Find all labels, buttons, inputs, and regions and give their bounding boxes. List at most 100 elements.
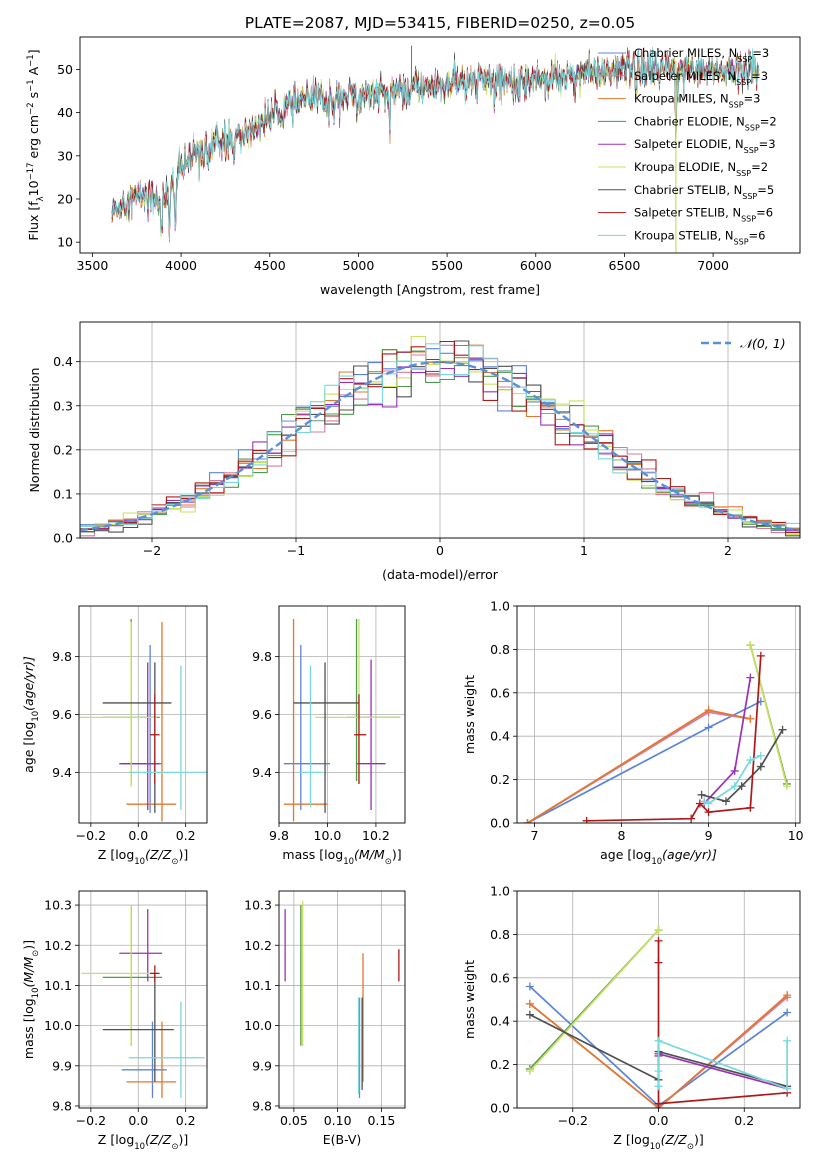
y-tick-label: 30: [57, 148, 73, 163]
y-tick-label: 0.8: [490, 927, 510, 942]
y-tick-label: 0.1: [53, 486, 73, 501]
weight-marker: [746, 673, 755, 682]
y-tick-label: 10.0: [244, 1018, 272, 1033]
x-tick-label: 2: [724, 543, 732, 558]
x-tick-label: 10: [788, 828, 804, 843]
plot-area: [111, 45, 760, 253]
plot-area: [283, 619, 401, 822]
x-tick-label: 0.0: [128, 828, 148, 843]
y-tick-label: 0.2: [53, 442, 73, 457]
x-tick-label: 6000: [520, 258, 552, 273]
weight-line-kroupa-elodie: [749, 644, 788, 787]
x-tick-label: 10.2: [362, 828, 390, 843]
axes-frame: [78, 890, 208, 1109]
plot-area: [80, 335, 800, 538]
y-tick-label: 9.9: [252, 1058, 272, 1073]
weight-marker: [697, 790, 706, 799]
weight-marker: [746, 641, 755, 650]
y-tick-label: 10: [57, 235, 73, 250]
y-tick-label: 9.8: [252, 1098, 272, 1113]
spectrum-line-kroupa-stelib: [111, 46, 760, 240]
weight-marker: [687, 814, 696, 823]
x-tick-label: 7: [530, 828, 538, 843]
x-tick-label: 4000: [165, 258, 197, 273]
axes-frame: [278, 605, 406, 824]
weight-marker: [654, 926, 663, 935]
weight-marker: [756, 762, 765, 771]
y-tick-label: 1.0: [490, 599, 510, 614]
weight-marker: [523, 819, 532, 823]
weight-marker: [746, 803, 755, 812]
y-tick-label: 50: [57, 62, 73, 77]
x-axis-label: mass [log10(M/M⊙)]: [282, 847, 401, 867]
weight-marker: [525, 982, 534, 991]
axes-frame: [79, 321, 801, 539]
weight-line-salpeter-stelib: [586, 655, 762, 822]
weight-marker: [746, 756, 755, 765]
weight-marker: [730, 766, 739, 775]
x-axis-label: Z [log10(Z/Z⊙)]: [98, 847, 188, 867]
x-tick-label: −0.2: [558, 1113, 588, 1128]
y-tick-label: 0.3: [53, 398, 73, 413]
weight-marker: [695, 799, 704, 808]
y-tick-label: 9.8: [252, 649, 272, 664]
y-tick-label: 0.2: [490, 1057, 510, 1072]
x-tick-label: 8: [618, 828, 626, 843]
x-tick-label: 0.2: [734, 1113, 754, 1128]
legend-entry: Kroupa STELIB, NSSP=6: [634, 228, 765, 246]
weight-marker: [654, 1036, 663, 1045]
weight-line-salpeter-miles: [526, 711, 751, 823]
x-tick-label: 6500: [609, 258, 641, 273]
weight-vs-age-panel: 7 8 9 10 0.0 0.2 0.4 0.6 0.8 1.0 age [log10(age/yr…: [462, 599, 804, 868]
weight-marker: [783, 1084, 792, 1093]
y-tick-label: 9.4: [252, 765, 272, 780]
weight-marker: [782, 782, 791, 791]
y-tick-label: 0.2: [490, 772, 510, 787]
weight-marker: [756, 651, 765, 660]
age-vs-metallicity-panel: −0.2 0.0 0.2 9.4 9.6 9.8 Z [log10(Z/Z⊙)] age [l…: [21, 605, 208, 867]
weight-marker: [783, 1036, 792, 1045]
y-tick-label: 9.6: [252, 707, 272, 722]
y-axis-label: mass [log10(M/M⊙)]: [21, 940, 41, 1059]
plot-area: [79, 619, 207, 822]
weight-marker: [783, 991, 792, 1000]
weight-marker: [746, 714, 755, 723]
weight-marker: [756, 751, 765, 760]
legend-entry: Kroupa MILES, NSSP=3: [634, 92, 760, 110]
weight-marker: [654, 936, 663, 945]
weight-vs-metallicity-panel: −0.2 0.0 0.2 0.0 0.2 0.4 0.6 0.8 1.0 Z [log10(Z/Z…: [462, 884, 801, 1152]
x-tick-label: −0.2: [76, 1113, 106, 1128]
x-tick-label: 0.15: [367, 1113, 395, 1128]
spectrum-panel: 3500 4000 4500 5000 5500 6000 6500 7000 10 20 30 40…: [26, 36, 801, 297]
y-axis-label: age [log10(age/yr)]: [21, 656, 41, 773]
axes-frame: [278, 890, 406, 1109]
weight-marker: [654, 1099, 663, 1108]
weight-marker: [721, 797, 730, 806]
plot-area: [81, 905, 205, 1098]
y-tick-label: 20: [57, 192, 73, 207]
legend-entry: Salpeter MILES, NSSP=3: [634, 69, 768, 87]
weight-marker: [704, 723, 713, 732]
legend-entry: Salpeter ELODIE, NSSP=3: [634, 137, 776, 155]
legend-entry: 𝒩(0, 1): [740, 336, 786, 351]
x-tick-label: −2: [143, 543, 161, 558]
x-tick-label: 9: [705, 828, 713, 843]
x-tick-label: 0.0: [128, 1113, 148, 1128]
y-tick-label: 0.6: [490, 970, 510, 985]
x-tick-label: 9.8: [269, 828, 289, 843]
y-tick-label: 0.6: [490, 685, 510, 700]
weight-marker: [654, 1082, 663, 1091]
weight-line-kroupa-miles: [529, 994, 788, 1108]
y-tick-label: 0.8: [490, 642, 510, 657]
x-tick-label: 0.0: [649, 1113, 669, 1128]
legend-entry: Chabrier ELODIE, NSSP=2: [634, 114, 777, 131]
weight-marker: [783, 1008, 792, 1017]
weight-marker: [525, 1010, 534, 1019]
legend-entry: Kroupa ELODIE, NSSP=2: [634, 160, 768, 178]
weight-marker: [700, 797, 709, 806]
y-tick-label: 9.9: [52, 1058, 72, 1073]
axes-frame: [79, 36, 801, 254]
weight-marker: [704, 706, 713, 715]
axes-frame: [516, 605, 801, 824]
